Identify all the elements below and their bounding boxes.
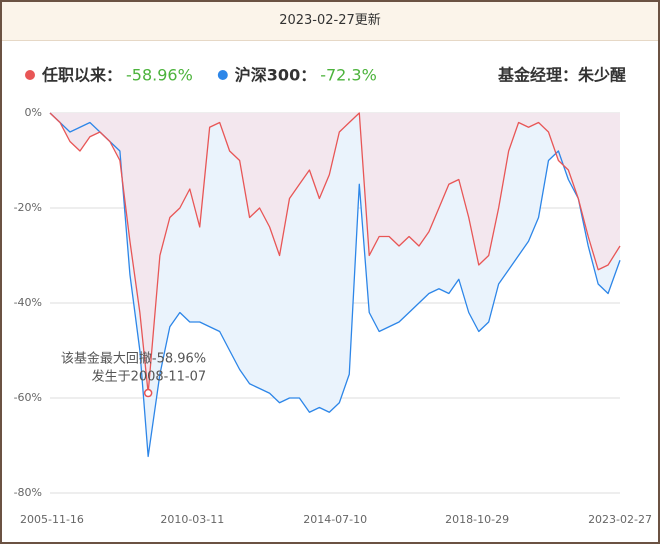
line [49, 112, 621, 394]
x-tick-label: 2005-11-16 [20, 513, 84, 526]
legend-dot [25, 70, 35, 80]
y-tick-label: -20% [14, 201, 42, 214]
y-tick-label: -60% [14, 391, 42, 404]
x-tick-label: 2023-02-27 [588, 513, 652, 526]
legend-value: -58.96% [126, 66, 193, 85]
legend-dot [217, 70, 228, 80]
max-drawdown-point [143, 388, 153, 398]
y-tick-label: -40% [14, 296, 42, 309]
x-tick-label: 2010-03-11 [160, 513, 224, 526]
manager: 基金经理：朱少醒 [497, 66, 626, 85]
x-tick-label: 2018-10-29 [445, 513, 509, 526]
legend-label: 任职以来： [41, 66, 122, 85]
annotation-date: 发生于2008-11-07 [92, 369, 207, 385]
line [49, 112, 621, 458]
x-tick-label: 2014-07-10 [303, 513, 367, 526]
update-header: 2023-02-27更新 [2, 2, 658, 41]
y-tick-label: 0% [25, 106, 42, 119]
legend-value: -72.3% [320, 66, 377, 85]
area-fill [50, 113, 620, 394]
y-tick-label: -80% [14, 486, 42, 499]
legend-label: 沪深300： [235, 66, 316, 85]
annotation-text: 该基金最大回撤-58.96% [61, 351, 206, 367]
